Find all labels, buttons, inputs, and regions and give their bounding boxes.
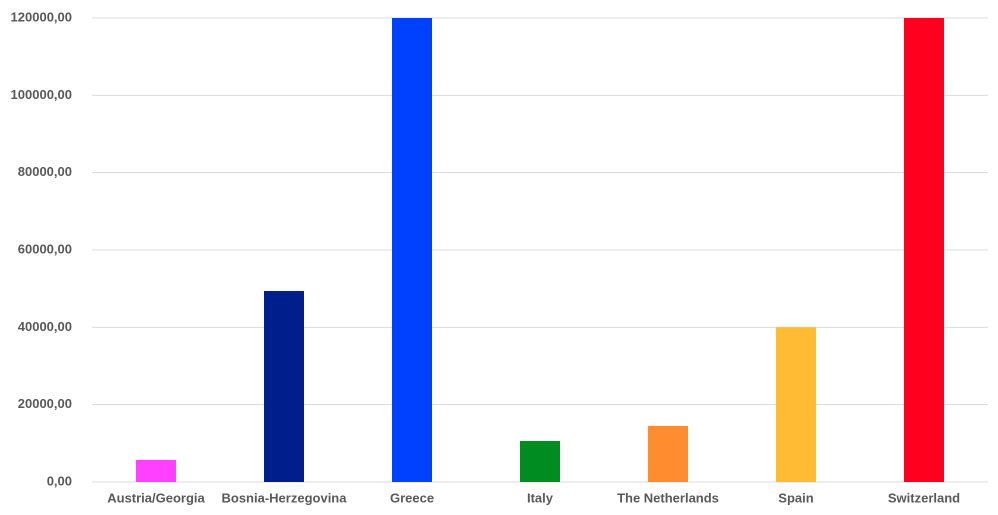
y-tick-label: 0,00 — [47, 473, 72, 488]
y-tick-label: 60000,00 — [18, 241, 72, 256]
x-tick-label: Greece — [390, 490, 434, 505]
y-tick-label: 20000,00 — [18, 396, 72, 411]
y-tick-label: 120000,00 — [11, 9, 72, 24]
bar — [392, 18, 432, 482]
y-tick-label: 80000,00 — [18, 164, 72, 179]
y-tick-label: 100000,00 — [11, 87, 72, 102]
bar — [776, 327, 816, 482]
bar — [904, 18, 944, 482]
x-tick-label: Austria/Georgia — [107, 490, 205, 505]
x-tick-label: Spain — [778, 490, 813, 505]
bar — [264, 290, 304, 482]
x-tick-label: Switzerland — [888, 490, 960, 505]
bar — [520, 441, 560, 482]
bar — [648, 425, 688, 482]
bar — [136, 459, 176, 482]
y-tick-label: 40000,00 — [18, 319, 72, 334]
x-tick-label: The Netherlands — [617, 490, 719, 505]
x-tick-label: Italy — [527, 490, 554, 505]
x-tick-label: Bosnia-Herzegovina — [222, 490, 348, 505]
